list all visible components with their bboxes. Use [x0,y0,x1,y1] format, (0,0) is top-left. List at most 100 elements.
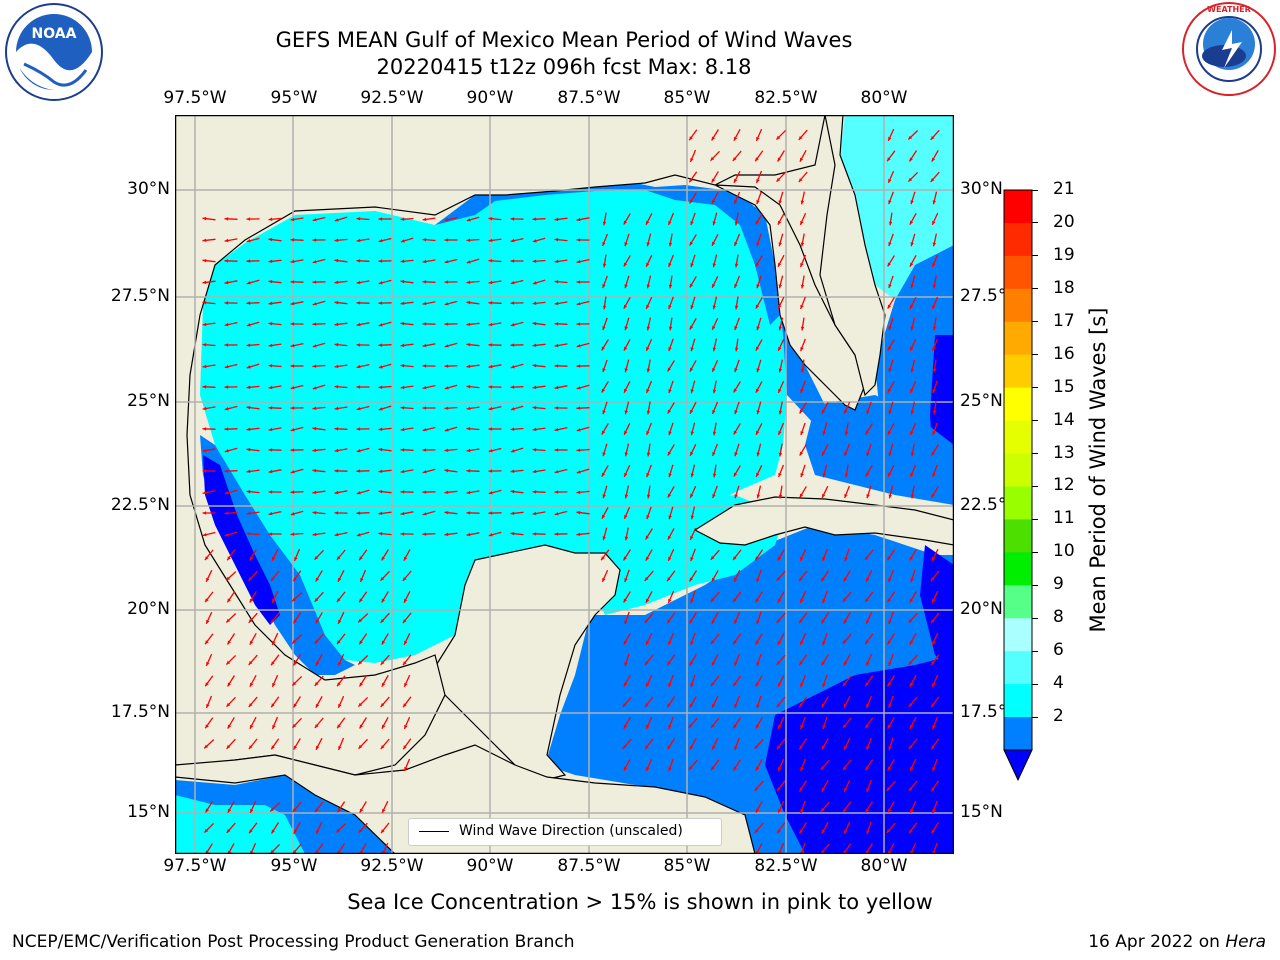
wave-arrow-head [734,347,739,352]
wave-arrow-head [466,406,471,411]
wave-arrow-head [359,640,363,645]
wave-arrow-head [910,410,915,415]
wave-arrow-head [554,322,559,326]
colorbar-tick-mark [1032,321,1038,323]
wave-arrow-head [315,703,320,708]
wave-arrow-head [246,385,251,389]
wave-arrow-head [888,452,892,457]
wave-arrow-head [821,577,825,582]
wave-arrow-head [202,469,207,473]
wave-arrow-head [532,281,537,285]
wave-arrow-head [576,490,581,494]
wave-arrow-head [422,259,427,264]
wave-arrow-head [930,136,935,140]
wave-arrow-head [224,385,229,389]
colorbar-tick-mark [1032,617,1038,619]
wave-arrow-head [646,494,651,499]
colorbar-tick-label: 19 [1053,244,1075,265]
wave-arrow-head [624,452,628,457]
wave-arrow-head [268,280,273,284]
wave-arrow-head [554,448,559,452]
wave-arrow-head [532,301,537,305]
lon-tick-bottom: 82.5°W [754,856,818,876]
wave-arrow-head [756,452,760,457]
wave-arrow-head [689,367,694,372]
wave-arrow-head [601,514,606,519]
wave-arrow-head [689,661,693,666]
wave-arrow-head [755,304,760,309]
wave-arrow-head [734,242,738,246]
wave-arrow-head [931,157,936,162]
wave-arrow-head [602,452,606,457]
wave-arrow-head [932,242,937,247]
wave-arrow-head [554,217,559,222]
caribbean-deep [765,655,954,854]
wave-arrow-head [756,326,760,331]
wave-arrow-head [668,242,673,247]
wave-arrow-head [400,364,405,368]
wave-arrow-head [510,407,515,411]
wave-arrow-head [887,724,891,729]
wave-arrow-head [710,640,715,644]
wave-arrow-head [910,452,915,457]
wave-arrow-head [712,410,716,414]
wave-arrow-head [224,280,229,285]
wave-arrow-head [444,217,449,222]
wave-arrow-head [314,724,319,728]
wave-arrow-head [404,724,408,729]
colorbar-tick-label: 8 [1053,607,1064,628]
wave-arrow-head [293,577,297,582]
wave-arrow-head [272,725,276,729]
wave-arrow-head [290,386,295,390]
lat-tick-left: 27.5°N [110,286,170,306]
wave-arrow-head [444,386,449,390]
wave-arrow-head [690,557,694,562]
lat-tick-left: 17.5°N [110,702,170,722]
wave-arrow-head [778,473,782,477]
wave-arrow-head [248,745,253,750]
wave-arrow-head [931,829,935,834]
wave-arrow-head [554,532,559,536]
wave-arrow-head [822,493,826,498]
wave-arrow-head [205,640,209,645]
wave-arrow-head [932,767,936,771]
wave-arrow-head [668,326,673,331]
wave-arrow-head [510,385,515,389]
wave-arrow-head [778,431,782,435]
wave-arrow-head [466,385,471,389]
lat-tick-right: 25°N [960,391,1003,411]
wave-arrow-head [623,220,627,225]
wave-arrow-head [800,326,805,331]
wave-arrow-head [778,724,782,729]
wave-arrow-head [206,577,210,582]
wave-arrow-head [668,473,672,478]
wave-arrow-head [334,385,339,389]
map-legend: Wind Wave Direction (unscaled) [408,818,722,846]
wave-arrow-head [712,494,716,499]
wave-arrow-head [400,259,405,263]
wave-arrow-head [400,239,405,243]
wave-arrow-head [422,364,427,368]
wave-arrow-head [444,302,449,306]
wave-arrow-head [227,598,231,603]
wave-arrow-head [246,405,251,410]
colorbar-segment [1004,387,1032,422]
wave-arrow-head [400,217,405,221]
wave-arrow-head [821,829,826,834]
wave-arrow-head [400,322,405,326]
wave-arrow-head [866,830,870,835]
wave-arrow-head [908,177,913,182]
wave-arrow-head [576,510,581,515]
wave-arrow-head [337,640,341,645]
wave-arrow-head [202,259,207,263]
wave-arrow-head [623,304,628,309]
wave-arrow-head [866,452,870,457]
wave-arrow-head [778,494,783,499]
wave-arrow-head [888,284,892,289]
wave-arrow-head [422,343,427,348]
colorbar-tick-mark [1032,650,1038,652]
wave-arrow-head [510,323,515,327]
wave-arrow-head [800,431,804,436]
wave-arrow-head [689,241,693,246]
wave-arrow-head [337,724,341,729]
